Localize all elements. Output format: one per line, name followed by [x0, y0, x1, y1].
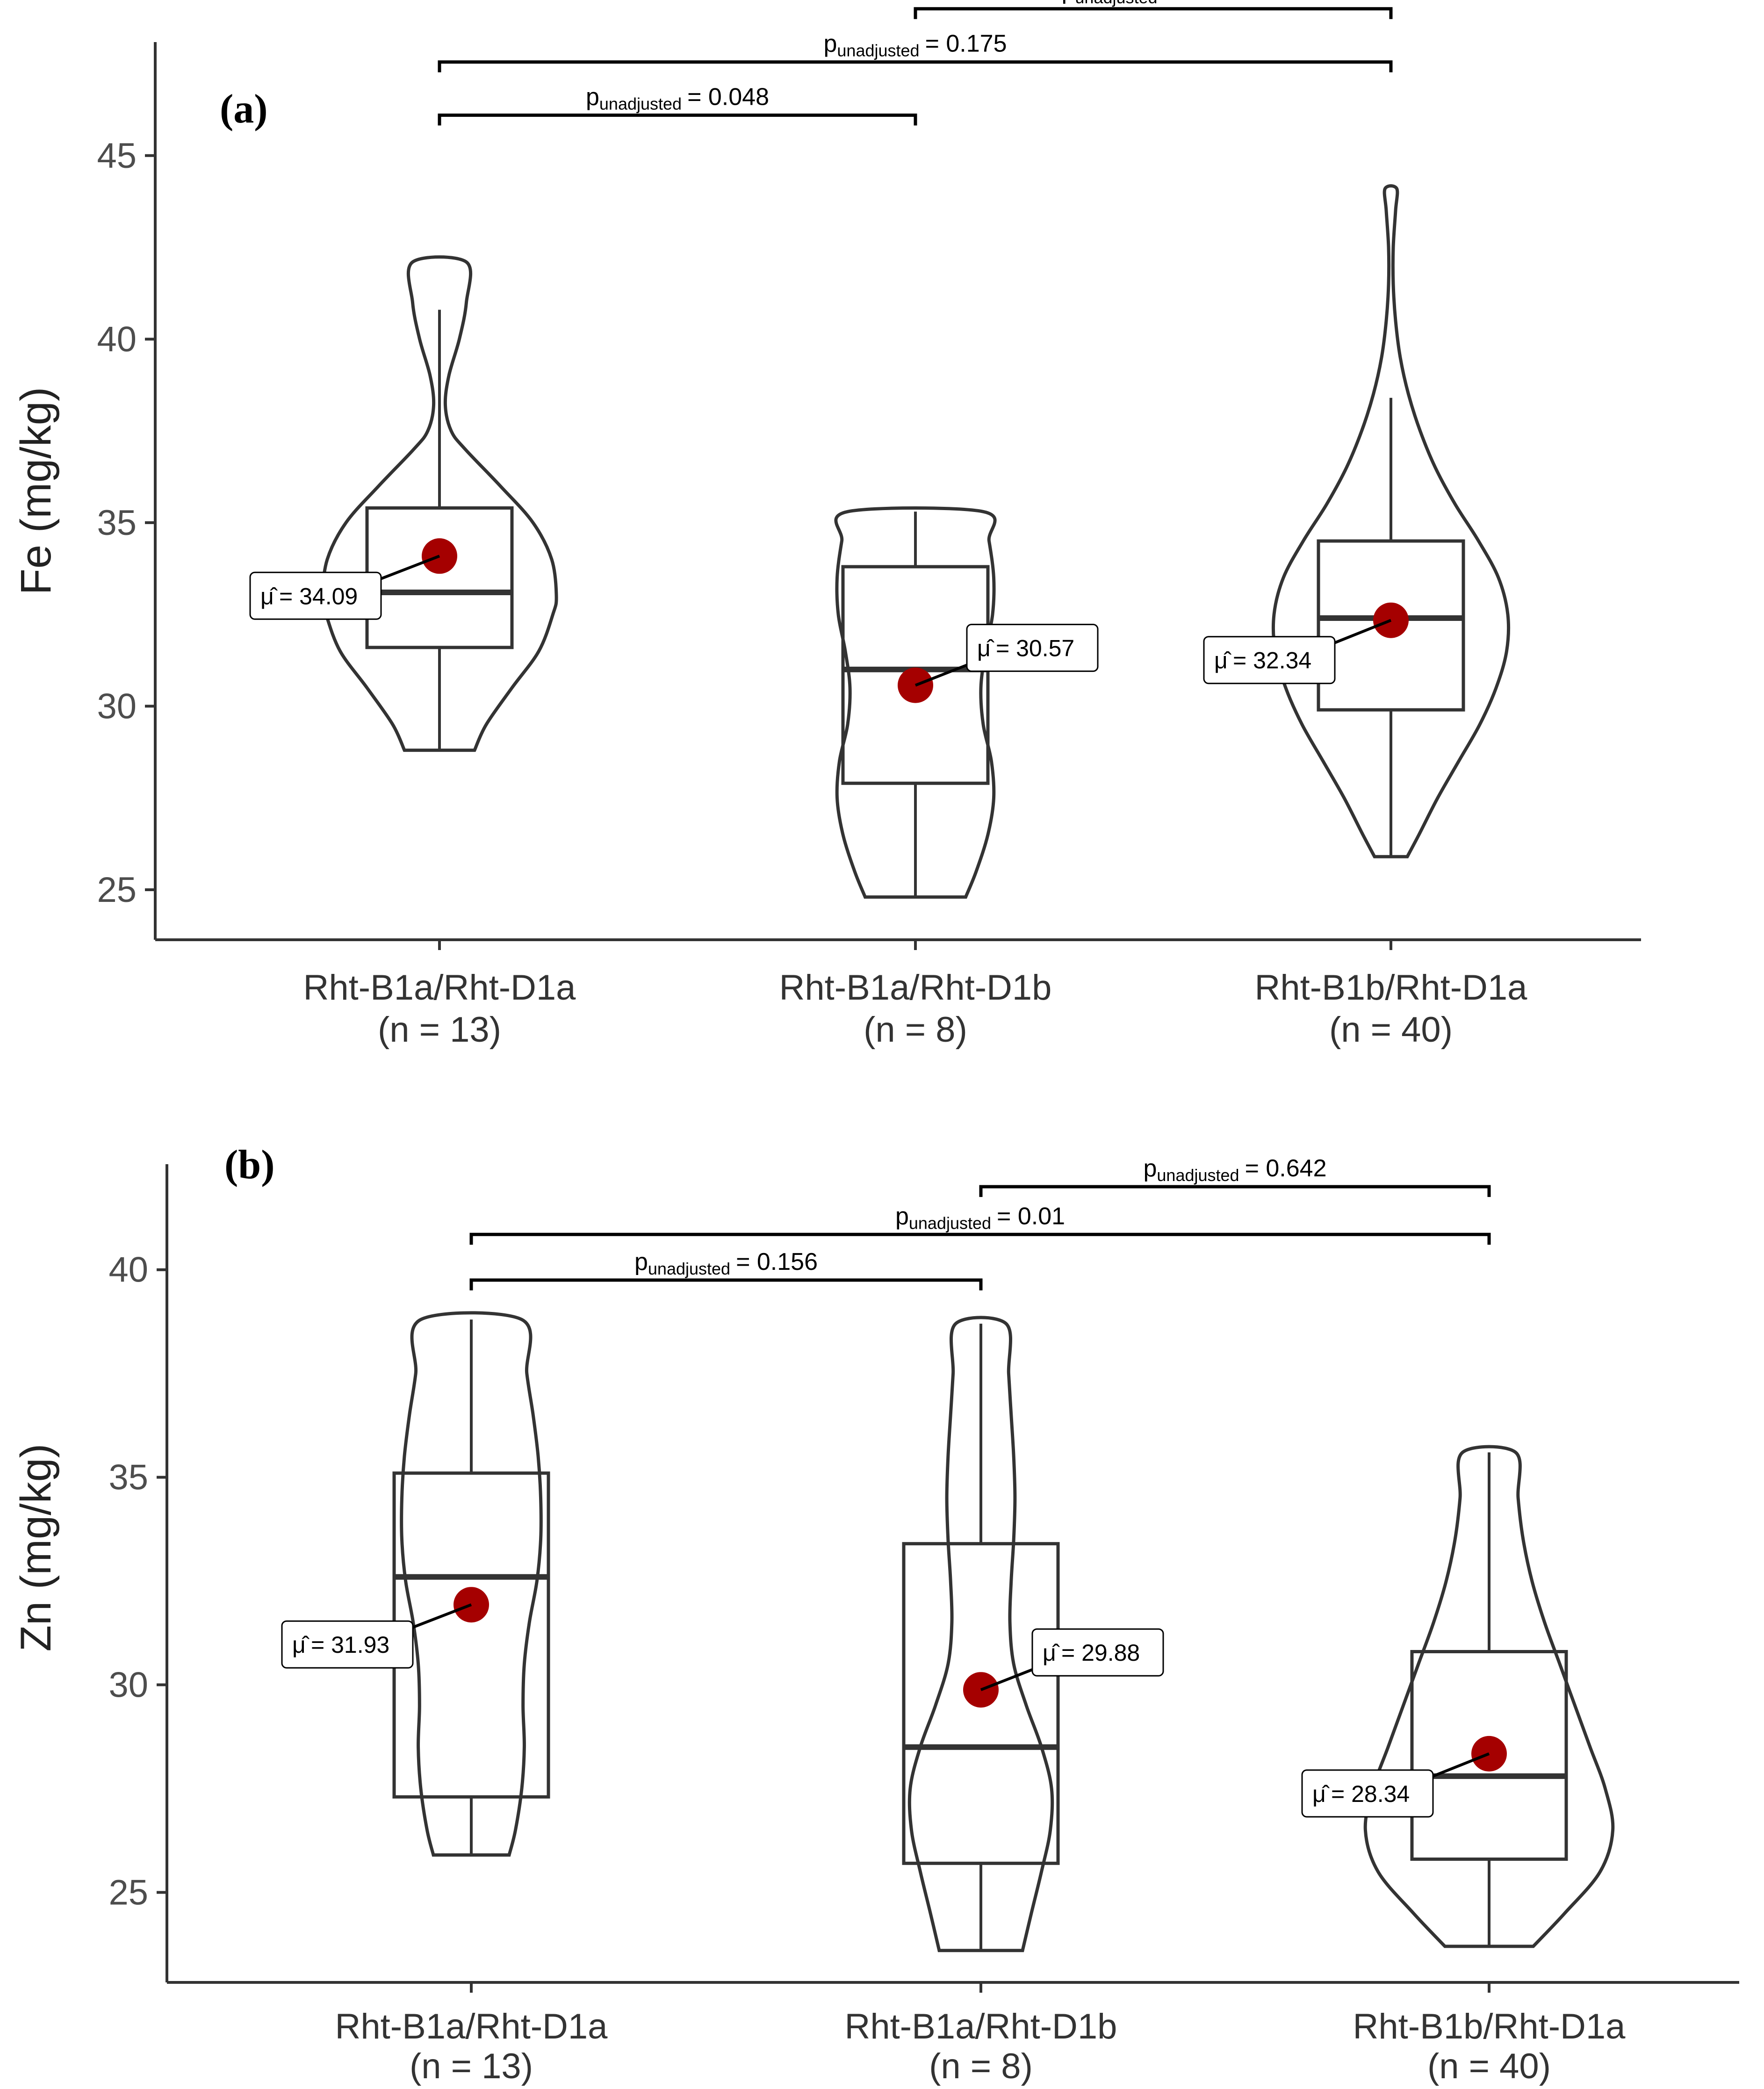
p-value-subscript: unadjusted: [599, 94, 682, 113]
comparison-bracket: [438, 113, 917, 126]
violin-outline: [400, 1311, 543, 1857]
p-value-label: punadjusted = 0.642: [1143, 1155, 1326, 1185]
y-tick-label: 35: [97, 503, 137, 543]
mean-label-text: = 30.57: [996, 635, 1074, 662]
x-category-label: Rht-B1a/Rht-D1b: [779, 968, 1052, 1008]
p-value-label: punadjusted = 0.175: [823, 30, 1007, 60]
x-category-n-label: (n = 13): [410, 2046, 533, 2086]
x-category-n-label: (n = 40): [1427, 2046, 1551, 2086]
mean-label-box: [281, 1620, 414, 1669]
p-value-value: = 0.642: [1245, 1155, 1327, 1182]
p-value-value: = 0.01: [997, 1203, 1065, 1230]
mean-label-text: = 34.09: [279, 583, 358, 609]
comparison-bracket: [438, 60, 1393, 72]
x-category-label: Rht-B1a/Rht-D1a: [303, 968, 576, 1008]
x-category-label: Rht-B1b/Rht-D1a: [1255, 968, 1528, 1008]
p-value-prefix: p: [1143, 1155, 1157, 1182]
comparison-0: punadjusted = 0.156: [469, 1248, 983, 1290]
p-value-value: = 0.175: [925, 30, 1007, 58]
p-value-label: punadjusted = 0.156: [634, 1248, 818, 1278]
y-tick-label: 35: [108, 1458, 148, 1498]
p-value-prefix: p: [634, 1248, 648, 1275]
panel-label: (a): [220, 86, 268, 132]
comparison-0: punadjusted = 0.048: [438, 83, 917, 126]
violin-outline: [834, 506, 997, 899]
comparison-bracket: [979, 1185, 1491, 1197]
mean-label-text: = 32.34: [1233, 648, 1311, 674]
iqr-box: [365, 506, 514, 649]
comparison-2: punadjusted = 0.642: [979, 1155, 1491, 1197]
x-category-n-label: (n = 40): [1329, 1010, 1453, 1050]
mean-label-box: [1203, 636, 1336, 684]
x-category-label: Rht-B1a/Rht-D1a: [335, 2007, 608, 2046]
group-2: Rht-B1b/Rht-D1a(n = 40)μ̂ = 28.34: [1301, 1445, 1626, 2086]
group-0: Rht-B1a/Rht-D1a(n = 13)μ̂ = 34.09: [249, 255, 576, 1050]
p-value-value: = 0.422: [1163, 0, 1245, 4]
group-1: Rht-B1a/Rht-D1b(n = 8)μ̂ = 29.88: [845, 1316, 1164, 2086]
violin-outline: [907, 1316, 1054, 1952]
mean-label-text: = 29.88: [1061, 1640, 1140, 1666]
p-value-value: = 0.048: [687, 83, 769, 110]
x-category-n-label: (n = 8): [929, 2046, 1033, 2086]
mean-label-box: [249, 571, 382, 620]
comparison-bracket: [914, 7, 1393, 19]
y-tick-label: 40: [108, 1250, 148, 1290]
comparison-bracket: [469, 1278, 983, 1290]
comparison-1: punadjusted = 0.01: [469, 1203, 1491, 1245]
y-tick-label: 25: [108, 1873, 148, 1912]
p-value-subscript: unadjusted: [1075, 0, 1157, 7]
x-category-n-label: (n = 13): [378, 1010, 501, 1050]
mean-label-box: [966, 624, 1099, 672]
p-value-value: = 0.156: [736, 1248, 818, 1275]
group-0: Rht-B1a/Rht-D1a(n = 13)μ̂ = 31.93: [281, 1311, 608, 2086]
p-value-prefix: p: [1061, 0, 1075, 4]
p-value-label: punadjusted = 0.01: [895, 1203, 1065, 1232]
p-value-subscript: unadjusted: [648, 1259, 730, 1278]
x-category-label: Rht-B1a/Rht-D1b: [845, 2007, 1117, 2046]
y-tick-label: 45: [97, 136, 137, 176]
mean-label-text: = 31.93: [311, 1632, 389, 1658]
y-tick-label: 40: [97, 319, 137, 359]
panel-label: (b): [224, 1142, 275, 1188]
mean-label-box: [1031, 1628, 1164, 1677]
y-tick-label: 25: [97, 870, 137, 910]
p-value-subscript: unadjusted: [1157, 1166, 1239, 1185]
p-value-label: punadjusted = 0.048: [586, 83, 769, 113]
group-2: Rht-B1b/Rht-D1a(n = 40)μ̂ = 32.34: [1203, 184, 1528, 1050]
comparison-bracket: [469, 1232, 1491, 1245]
p-value-prefix: p: [586, 83, 599, 110]
y-tick-label: 30: [108, 1665, 148, 1705]
y-axis-title: Fe (mg/kg): [12, 387, 60, 595]
p-value-prefix: p: [895, 1203, 909, 1230]
p-value-subscript: unadjusted: [837, 41, 919, 60]
mean-label-text: = 28.34: [1331, 1781, 1410, 1807]
comparison-1: punadjusted = 0.175: [438, 30, 1393, 72]
group-1: Rht-B1a/Rht-D1b(n = 8)μ̂ = 30.57: [779, 506, 1099, 1050]
x-category-label: Rht-B1b/Rht-D1a: [1353, 2007, 1626, 2046]
x-category-n-label: (n = 8): [864, 1010, 967, 1050]
comparison-2: punadjusted = 0.422: [914, 0, 1393, 19]
y-tick-label: 30: [97, 686, 137, 726]
p-value-label: punadjusted = 0.422: [1061, 0, 1245, 7]
mean-label-box: [1301, 1769, 1434, 1818]
p-value-subscript: unadjusted: [909, 1213, 991, 1232]
p-value-prefix: p: [823, 30, 837, 58]
y-axis-title: Zn (mg/kg): [12, 1444, 60, 1652]
